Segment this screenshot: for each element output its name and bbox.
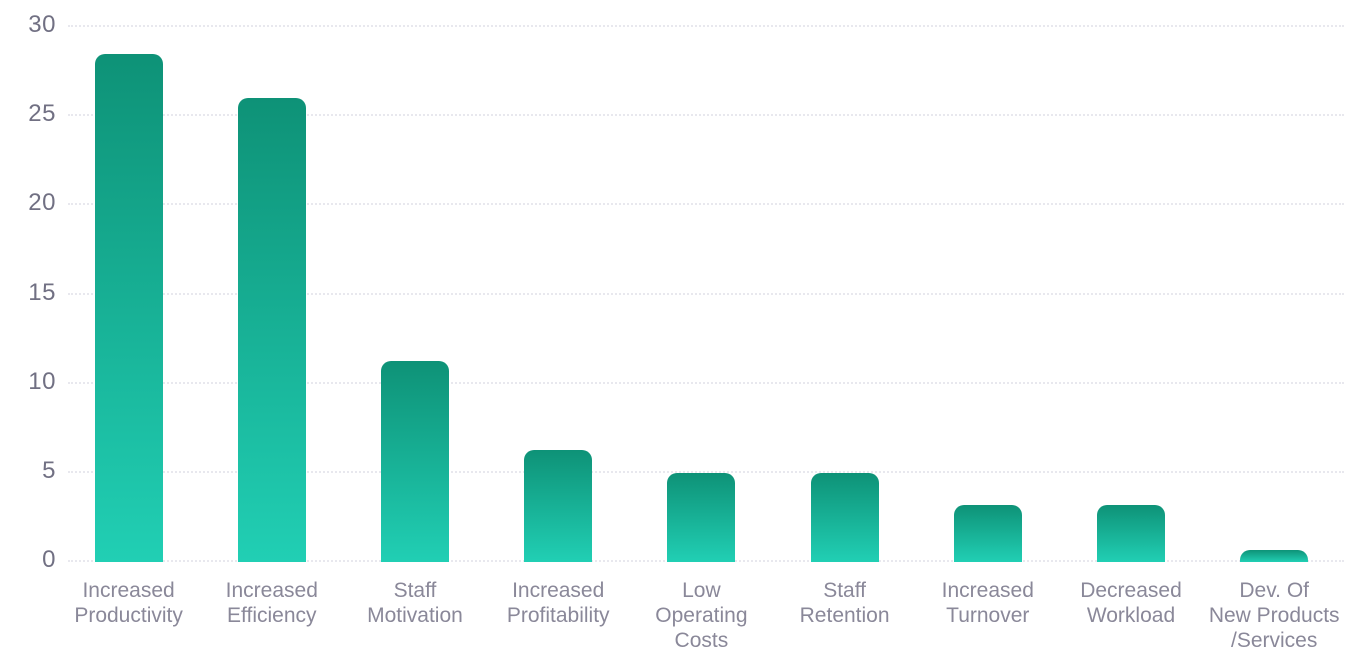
bar-column: Increased Efficiency (200, 0, 343, 670)
bar-column: Dev. Of New Products /Services (1203, 0, 1346, 670)
x-axis-tick-label: Increased Efficiency (225, 579, 318, 627)
bar-column: Increased Profitability (487, 0, 630, 670)
gridline (68, 114, 1344, 117)
y-axis-tick-label: 20 (28, 189, 56, 217)
bar-column: Increased Turnover (916, 0, 1059, 670)
bar-column: Increased Productivity (57, 0, 200, 670)
bar (380, 360, 449, 562)
bar-column: Low Operating Costs (630, 0, 773, 670)
bar-column: Staff Retention (773, 0, 916, 670)
x-axis-tick-label: Staff Motivation (367, 579, 463, 627)
gridline (68, 292, 1344, 295)
y-axis-tick-label: 30 (28, 10, 56, 38)
y-axis-tick-label: 15 (28, 278, 56, 306)
gridline (68, 381, 1344, 384)
x-axis-tick-label: Increased Turnover (941, 579, 1034, 627)
x-axis-tick-label: Low Operating Costs (655, 579, 748, 652)
gridline (68, 470, 1344, 473)
gridline (68, 25, 1344, 28)
bar (94, 53, 163, 562)
x-axis-tick-label: Staff Retention (799, 579, 890, 627)
y-axis-tick-label: 5 (42, 456, 56, 484)
bar (953, 504, 1022, 562)
bar-column: Staff Motivation (343, 0, 486, 670)
bar (1240, 549, 1309, 562)
y-axis-tick-label: 0 (42, 545, 56, 573)
bar (524, 449, 593, 562)
x-axis-tick-label: Increased Profitability (506, 579, 610, 627)
x-axis-tick-label: Increased Productivity (74, 579, 183, 627)
bar (237, 98, 306, 562)
y-axis-tick-label: 25 (28, 100, 56, 128)
bar (810, 472, 879, 562)
y-axis-tick-label: 10 (28, 367, 56, 395)
x-axis-tick-label: Decreased Workload (1080, 579, 1182, 627)
bar (1096, 504, 1165, 562)
x-axis-tick-label: Dev. Of New Products /Services (1208, 579, 1340, 652)
bar (667, 472, 736, 562)
bar-column: Decreased Workload (1059, 0, 1202, 670)
gridline (68, 203, 1344, 206)
